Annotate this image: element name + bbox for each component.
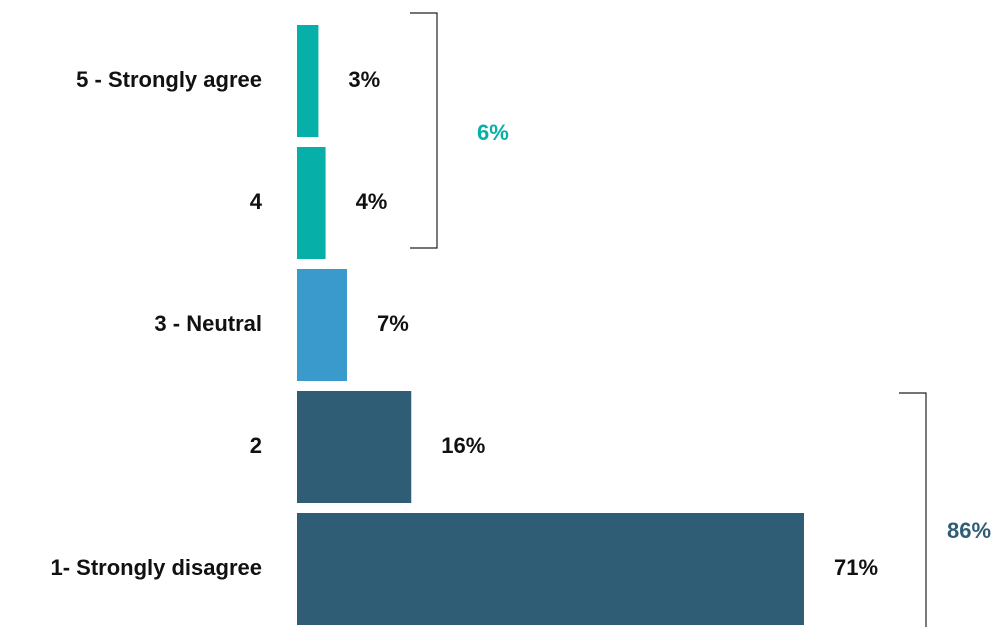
category-label-1-strongly-disagree: 1- Strongly disagree xyxy=(50,555,262,580)
group-label-1: 6% xyxy=(477,120,509,145)
bar-4 xyxy=(297,147,326,259)
bar-3-neutral xyxy=(297,269,347,381)
category-label-4: 4 xyxy=(250,189,263,214)
bar-2 xyxy=(297,391,412,503)
value-label-2: 16% xyxy=(441,433,485,458)
group-brackets xyxy=(410,12,927,627)
category-label-5-strongly-agree: 5 - Strongly agree xyxy=(76,67,262,92)
group-labels: 6% 86% xyxy=(477,120,991,543)
value-label-5-strongly-agree: 3% xyxy=(348,67,380,92)
bar-5-strongly-agree xyxy=(297,25,319,137)
value-label-3-neutral: 7% xyxy=(377,311,409,336)
group-label-2: 86% xyxy=(947,518,991,543)
category-label-2: 2 xyxy=(250,433,262,458)
bars xyxy=(297,25,804,625)
category-labels: 5 - Strongly agree 4 3 - Neutral 2 1- Strong… xyxy=(50,67,262,580)
category-label-3-neutral: 3 - Neutral xyxy=(154,311,262,336)
group-bracket-1 xyxy=(410,12,438,249)
value-label-1-strongly-disagree: 71% xyxy=(834,555,878,580)
value-labels: 3% 4% 7% 16% 71% xyxy=(348,67,878,580)
value-label-4: 4% xyxy=(356,189,388,214)
bar-1-strongly-disagree xyxy=(297,513,804,625)
group-bracket-2 xyxy=(899,392,927,627)
